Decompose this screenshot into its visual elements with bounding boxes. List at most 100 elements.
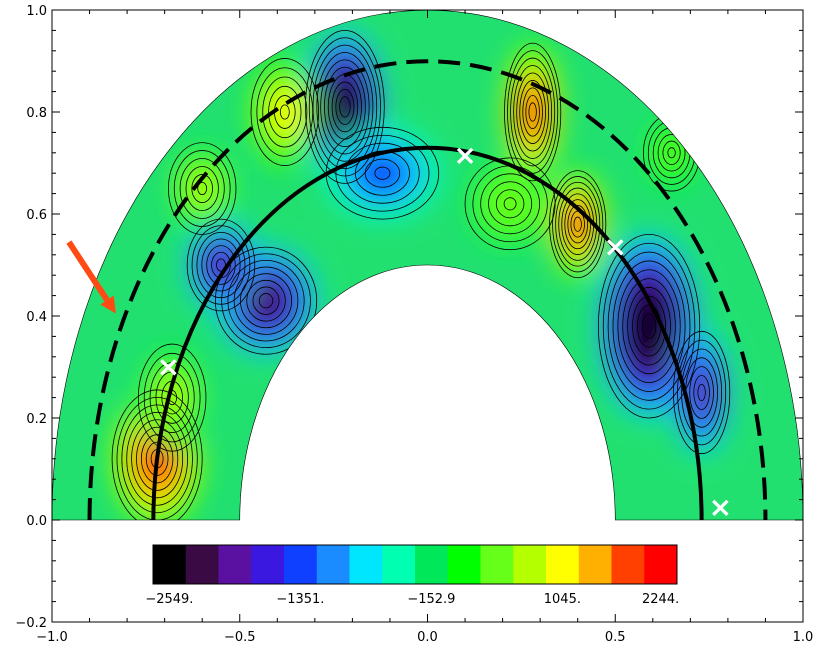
contour-line-12-0 [464, 157, 556, 251]
contour-line-1-0 [597, 234, 701, 419]
contour-line-11-5 [279, 104, 290, 120]
contour-line-1-1 [602, 242, 696, 410]
domain-outline [51, 9, 804, 521]
contour-line-1-9 [641, 313, 657, 339]
contour-line-12-2 [480, 173, 540, 235]
colorbar-swatch-13 [578, 545, 612, 584]
contour-line-8-8 [573, 216, 582, 232]
contour-line-1-3 [612, 260, 686, 392]
contour-line-3-2 [196, 231, 246, 299]
contour-line-0-4 [320, 59, 370, 155]
contour-line-11-2 [262, 76, 308, 148]
x-tick-label: −0.5 [224, 630, 256, 645]
colorbar-swatch-15 [644, 545, 678, 584]
colorbar-swatch-12 [546, 545, 580, 584]
contour-line-0-3 [316, 52, 374, 162]
contour-line-2-5 [246, 279, 286, 322]
colorbar: −2549. −1351. −152.9 1045. 2244. [145, 544, 679, 607]
contour-line-6-0 [111, 389, 203, 521]
colorbar-swatch-14 [611, 545, 645, 584]
marker-2: × [604, 230, 627, 263]
contour-line-1-6 [627, 287, 671, 366]
colorbar-label: −152.9 [407, 592, 455, 607]
contour-line-5-2 [345, 142, 420, 204]
contour-line-0-1 [308, 37, 381, 177]
contour-line-5-1 [335, 134, 430, 212]
colorbar-swatch-11 [513, 545, 547, 584]
colorbar-swatch-1 [185, 545, 219, 584]
colorbar-swatch-8 [415, 545, 449, 584]
contour-line-5-5 [374, 166, 391, 180]
contour-line-4-0 [673, 330, 731, 455]
contour-line-6-4 [131, 419, 184, 499]
contour-line-4-4 [689, 366, 714, 419]
y-tick-label: 0.6 [26, 208, 47, 223]
contour-line-1-2 [607, 251, 691, 401]
contour-line-3-3 [201, 238, 241, 292]
contour-line-9-1 [143, 352, 201, 443]
marker-1: × [453, 138, 476, 171]
contour-line-8-0 [549, 170, 607, 279]
colorbar-swatch-7 [382, 545, 416, 584]
colorbar-label: 1045. [544, 592, 581, 607]
y-tick-label: 0.0 [26, 514, 47, 529]
y-tick-label: 1.0 [26, 4, 47, 19]
contour-line-2-7 [258, 293, 274, 309]
contour-line-4-2 [681, 348, 723, 437]
contour-line-2-0 [214, 246, 318, 355]
x-tick-label: 1.0 [793, 630, 814, 645]
contour-line-10-5 [197, 181, 208, 196]
contour-line-10-2 [179, 158, 225, 219]
y-tick-label: 0.8 [26, 106, 47, 121]
field-blob-5-level-3 [358, 153, 407, 193]
contour-line-7-3 [513, 65, 553, 159]
contour-line-6-3 [126, 411, 188, 506]
contour-line-0-9 [339, 96, 351, 118]
contour-line-8-1 [552, 176, 604, 273]
contour-line-11-0 [250, 58, 320, 166]
contour-line-9-3 [155, 371, 189, 424]
contour-line-2-2 [227, 260, 305, 342]
contour-line-10-1 [173, 150, 231, 227]
contour-line-5-4 [364, 158, 401, 188]
contour-line-8-7 [570, 210, 585, 238]
contour-line-12-3 [488, 181, 533, 227]
contour-line-0-2 [312, 44, 378, 170]
contour-line-7-6 [522, 87, 543, 137]
contour-line-0-0 [305, 30, 385, 184]
contour-line-11-3 [268, 85, 302, 139]
contour-line-2-4 [240, 273, 293, 329]
colorbar-frame [152, 544, 678, 585]
contour-line-6-1 [116, 397, 198, 521]
arrow-shaft [66, 240, 110, 302]
colorbar-swatch-2 [218, 545, 252, 584]
colorbar-swatch-10 [480, 545, 514, 584]
y-tick-label: −0.2 [15, 616, 47, 631]
contour-line-6-2 [121, 404, 193, 514]
contour-line-2-3 [233, 266, 299, 335]
contour-line-2-1 [221, 253, 311, 349]
colorbar-label: −2549. [145, 592, 193, 607]
contour-line-8-6 [567, 205, 588, 244]
contour-field [52, 10, 803, 521]
contour-line-6-5 [136, 426, 179, 491]
contour-line-0-5 [324, 66, 366, 147]
colorbar-label: 2244. [642, 592, 679, 607]
arrow-head [100, 295, 116, 314]
contour-line-2-6 [252, 286, 280, 315]
x-tick-label: 0.5 [605, 630, 626, 645]
contour-line-7-0 [504, 42, 562, 182]
contour-line-4-5 [693, 375, 710, 410]
colorbar-label: −1351. [276, 592, 324, 607]
contour-line-7-4 [516, 72, 549, 152]
x-tick-label: −1.0 [36, 630, 68, 645]
contour-line-7-8 [528, 102, 537, 122]
y-axis: −0.2 0.0 0.2 0.4 0.6 0.8 1.0 [15, 4, 803, 631]
contour-line-7-2 [510, 57, 556, 167]
contour-line-11-1 [256, 67, 314, 157]
contour-line-12-5 [503, 197, 517, 211]
contour-line-4-6 [697, 383, 706, 402]
contour-line-9-2 [149, 362, 195, 433]
y-tick-label: 0.4 [26, 310, 47, 325]
contour-line-7-5 [519, 80, 546, 144]
